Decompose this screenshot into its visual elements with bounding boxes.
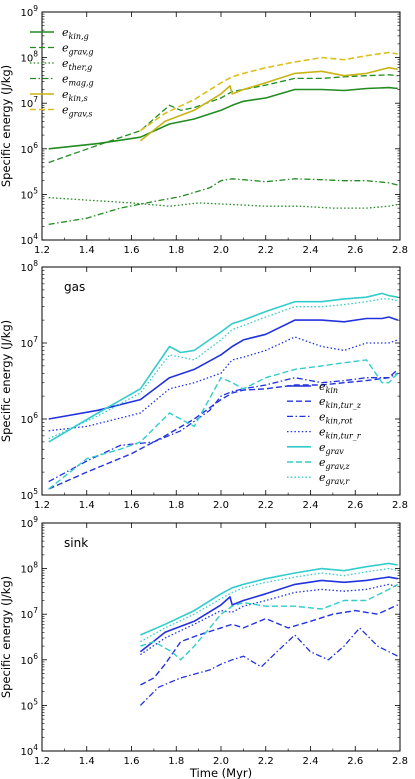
y-tick-label: 107 xyxy=(20,335,38,350)
series-line-e-grav-z xyxy=(140,583,399,661)
series-line-e-kin-tur-r xyxy=(140,583,398,656)
chart-panel-3: 1.2 1.4 1.6 1.8 2.0 2.2 2.4 2.6 2.8 104 105 106 107 1… xyxy=(0,515,408,779)
legend-entry: ekin,tur_r xyxy=(319,426,362,441)
legend-entry: ether,g xyxy=(62,57,92,72)
x-tick-label: 1.8 xyxy=(168,500,184,511)
series-line-e-grav-z xyxy=(48,359,399,490)
series-group xyxy=(48,51,398,226)
series-group xyxy=(139,562,399,706)
legend-entry: egrav,r xyxy=(319,471,350,486)
y-tick-label: 105 xyxy=(20,186,38,201)
x-tick-label: 2.8 xyxy=(392,756,408,767)
series-line-e-grav-r xyxy=(48,298,398,440)
series-line-e-kin-rot xyxy=(139,627,399,706)
y-tick-label: 106 xyxy=(20,652,38,667)
series-group xyxy=(48,292,399,490)
x-tick-label: 2.0 xyxy=(213,245,229,256)
y-tick-label: 105 xyxy=(20,487,38,502)
x-tick-label: 1.4 xyxy=(79,245,95,256)
x-tick-label: 2.2 xyxy=(258,245,274,256)
x-tick-label: 2.4 xyxy=(303,245,319,256)
x-tick-label: 2.0 xyxy=(213,500,229,511)
y-axis-label: Specific energy (J/kg) xyxy=(0,576,13,698)
x-tick-label: 2.6 xyxy=(347,756,363,767)
x-tick-label: 1.6 xyxy=(124,245,140,256)
x-tick-label: 1.2 xyxy=(34,756,50,767)
legend-entry: egrav,g xyxy=(62,42,93,57)
legend-entry: ekin,tur_z xyxy=(319,395,362,410)
panel-label: sink xyxy=(64,536,88,550)
x-tick-label: 2.6 xyxy=(347,500,363,511)
series-line-e-kin-s xyxy=(139,66,398,142)
x-tick-label: 1.8 xyxy=(168,756,184,767)
x-tick-label: 2.4 xyxy=(303,756,319,767)
legend-entry: ekin,g xyxy=(62,26,89,41)
x-tick-label: 2.2 xyxy=(258,756,274,767)
legend-entry: egrav,s xyxy=(62,104,92,119)
x-tick-label: 2.0 xyxy=(213,756,229,767)
y-axis-label: Specific energy (J/kg) xyxy=(0,320,13,442)
series-line-e-kin-tur-r xyxy=(48,336,399,432)
plot-frame xyxy=(41,11,401,241)
series-line-e-grav xyxy=(140,562,398,636)
legend-entry: ekin,s xyxy=(62,88,88,103)
y-tick-label: 109 xyxy=(20,515,38,530)
x-tick-label: 1.2 xyxy=(34,500,50,511)
series-line-e-mag-g xyxy=(48,178,398,226)
y-tick-label: 108 xyxy=(20,50,38,65)
x-tick-label: 2.4 xyxy=(303,500,319,511)
x-tick-label: 2.6 xyxy=(347,245,363,256)
x-tick-label: 1.4 xyxy=(79,500,95,511)
y-tick-label: 106 xyxy=(20,141,38,156)
series-line-e-kin-tur-z xyxy=(48,368,399,490)
y-axis-label: Specific energy (J/kg) xyxy=(0,65,13,187)
legend-entry: emag,g xyxy=(62,73,94,88)
x-tick-label: 1.8 xyxy=(168,245,184,256)
y-tick-label: 109 xyxy=(20,4,38,19)
plot-frame xyxy=(41,522,401,752)
legend-entry: egrav,z xyxy=(319,456,350,471)
series-line-e-ther-g xyxy=(48,196,398,209)
x-tick-label: 1.6 xyxy=(124,756,140,767)
series-line-e-grav-s xyxy=(139,51,398,132)
x-tick-label: 1.4 xyxy=(79,756,95,767)
legend-entry: egrav xyxy=(319,441,344,456)
series-line-e-grav-r xyxy=(140,567,398,643)
series-line-e-grav xyxy=(48,292,398,443)
series-line-e-kin xyxy=(48,316,399,420)
legend-entry: ekin,rot xyxy=(319,410,353,425)
series-line-e-grav-g xyxy=(48,74,398,164)
chart-panel-2: 1.2 1.4 1.6 1.8 2.0 2.2 2.4 2.6 2.8 105 106 107 108 S… xyxy=(0,259,408,511)
y-tick-label: 104 xyxy=(20,743,38,758)
y-tick-label: 107 xyxy=(20,95,38,110)
y-tick-label: 104 xyxy=(20,232,38,247)
legend-2: ekinekin,tur_zekin,rotekin,tur_regravegr… xyxy=(287,380,362,486)
x-axis-label: Time (Myr) xyxy=(189,766,252,779)
y-tick-label: 105 xyxy=(20,697,38,712)
y-tick-label: 108 xyxy=(20,259,38,274)
panel-label: gas xyxy=(64,280,85,294)
y-tick-label: 106 xyxy=(20,411,38,426)
y-tick-label: 107 xyxy=(20,606,38,621)
chart-panel-1: 1.2 1.4 1.6 1.8 2.0 2.2 2.4 2.6 2.8 104 105 106 107 1… xyxy=(0,4,408,256)
x-tick-label: 1.6 xyxy=(124,500,140,511)
plot-frame xyxy=(41,266,401,496)
series-line-e-kin xyxy=(139,576,398,653)
x-tick-label: 1.2 xyxy=(34,245,50,256)
y-tick-label: 108 xyxy=(20,561,38,576)
x-tick-label: 2.8 xyxy=(392,245,408,256)
legend-entry: ekin xyxy=(319,380,338,395)
x-tick-label: 2.8 xyxy=(392,500,408,511)
x-tick-label: 2.2 xyxy=(258,500,274,511)
